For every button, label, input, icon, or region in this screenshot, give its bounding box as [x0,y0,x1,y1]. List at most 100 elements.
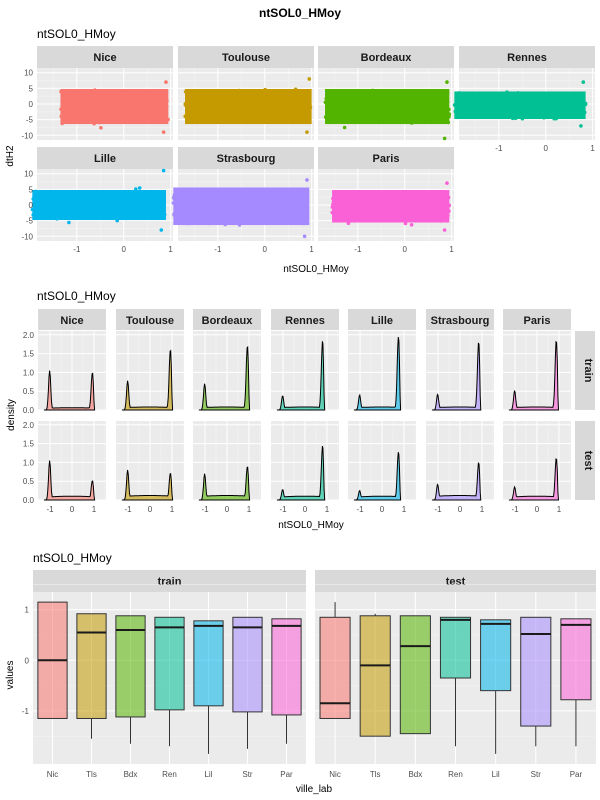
x-tick-label: Str [531,770,542,779]
box [232,616,263,713]
density-area [431,461,482,501]
point-cloud [60,88,169,125]
y-tick-label: 0.0 [23,406,35,415]
x-tick-label: -1 [280,505,288,514]
facet-label: Strasbourg [431,315,490,327]
density-area [276,341,326,411]
x-tick-label: 1 [590,144,595,153]
x-tick-label: Nic [329,770,341,779]
x-tick-label: 0 [535,505,540,514]
x-tick-label: Tls [86,770,97,779]
x-tick-label: 0 [263,245,268,254]
facet-label: Toulouse [222,52,270,64]
row-strip [575,331,595,410]
x-tick-label: -1 [47,505,55,514]
box [76,613,107,719]
box-ylabel: values [5,661,16,690]
x-tick-label: 0 [544,144,549,153]
x-tick-label: Str [242,770,253,779]
facet-strip [38,309,106,330]
point-cloud [325,88,450,125]
x-tick-label: Par [570,770,583,779]
data-point [579,124,583,128]
box [271,618,302,716]
data-point [409,223,414,227]
facet-strip [315,570,596,592]
facet-label: Lille [371,315,393,327]
facet-strip [178,147,314,169]
x-tick-label: 1 [402,505,407,514]
y-tick-label: 1.5 [23,350,35,359]
box [480,619,512,692]
data-point [445,80,449,84]
row-label: test [582,451,594,471]
scatter-title: ntSOL0_HMoy [37,27,116,41]
row-label: train [582,359,594,383]
facet-label: Rennes [285,315,325,327]
density-area [431,342,482,411]
x-tick-label: -1 [357,505,365,514]
facet-strip [318,46,454,68]
facet-label: Strasbourg [217,153,276,165]
x-tick-label: Bdx [124,770,138,779]
data-point [442,228,447,232]
y-tick-label: -10 [21,131,33,140]
box [154,616,185,711]
x-tick-label: 0 [225,505,230,514]
box-title: ntSOL0_HMoy [33,551,112,565]
facet-strip [33,570,306,592]
box [399,615,431,735]
point-cloud [32,189,166,221]
data-point [99,126,103,130]
facet-strip [193,309,261,330]
density-area [508,458,560,501]
facet-label: Bordeaux [361,52,413,64]
x-tick-label: Nic [47,770,59,779]
facet-strip [37,147,173,169]
point-cloud [185,88,312,125]
data-point [134,187,138,191]
data-point [581,80,586,84]
x-tick-label: 0 [122,245,127,254]
density-area [198,345,251,411]
density-area [121,469,174,501]
y-tick-label: 5 [29,185,34,194]
x-tick-label: 1 [480,505,485,514]
x-tick-label: 1 [449,245,454,254]
box [560,618,592,701]
y-tick-label: -5 [26,116,34,125]
facet-strip [426,309,494,330]
facet-strip [37,46,173,68]
y-tick-label: -10 [21,232,33,241]
facet-strip [271,309,339,330]
x-tick-label: -1 [495,144,503,153]
facet-label: Paris [524,315,551,327]
x-tick-label: 0 [458,505,463,514]
data-point [302,234,307,239]
facet-label: Toulouse [126,315,174,327]
y-tick-label: 10 [24,170,33,179]
data-point [159,228,164,232]
x-tick-label: 1 [247,505,252,514]
density-area [43,460,96,501]
x-tick-label: 1 [170,505,175,514]
x-tick-label: 0 [148,505,153,514]
box [115,615,146,718]
x-tick-label: -1 [202,505,210,514]
x-tick-label: Bdx [408,770,422,779]
box [439,616,472,679]
x-tick-label: -1 [125,505,133,514]
y-tick-label: 0.0 [23,496,35,505]
x-tick-label: Par [280,770,293,779]
box-chart: train Nic Tls Bdx Ren Lil Str Par 1 0 -1 test Nic Tls… [22,570,596,779]
facet-label: Bordeaux [202,315,254,327]
facet-strip [503,309,571,330]
point-cloud [454,91,586,120]
facet-label: test [446,576,466,588]
y-tick-label: 1.5 [23,440,35,449]
y-tick-label: 0.5 [23,477,35,486]
x-tick-label: Ren [448,770,463,779]
facet-label: Rennes [507,52,547,64]
y-tick-label: 1.0 [23,458,35,467]
data-point [161,168,166,173]
